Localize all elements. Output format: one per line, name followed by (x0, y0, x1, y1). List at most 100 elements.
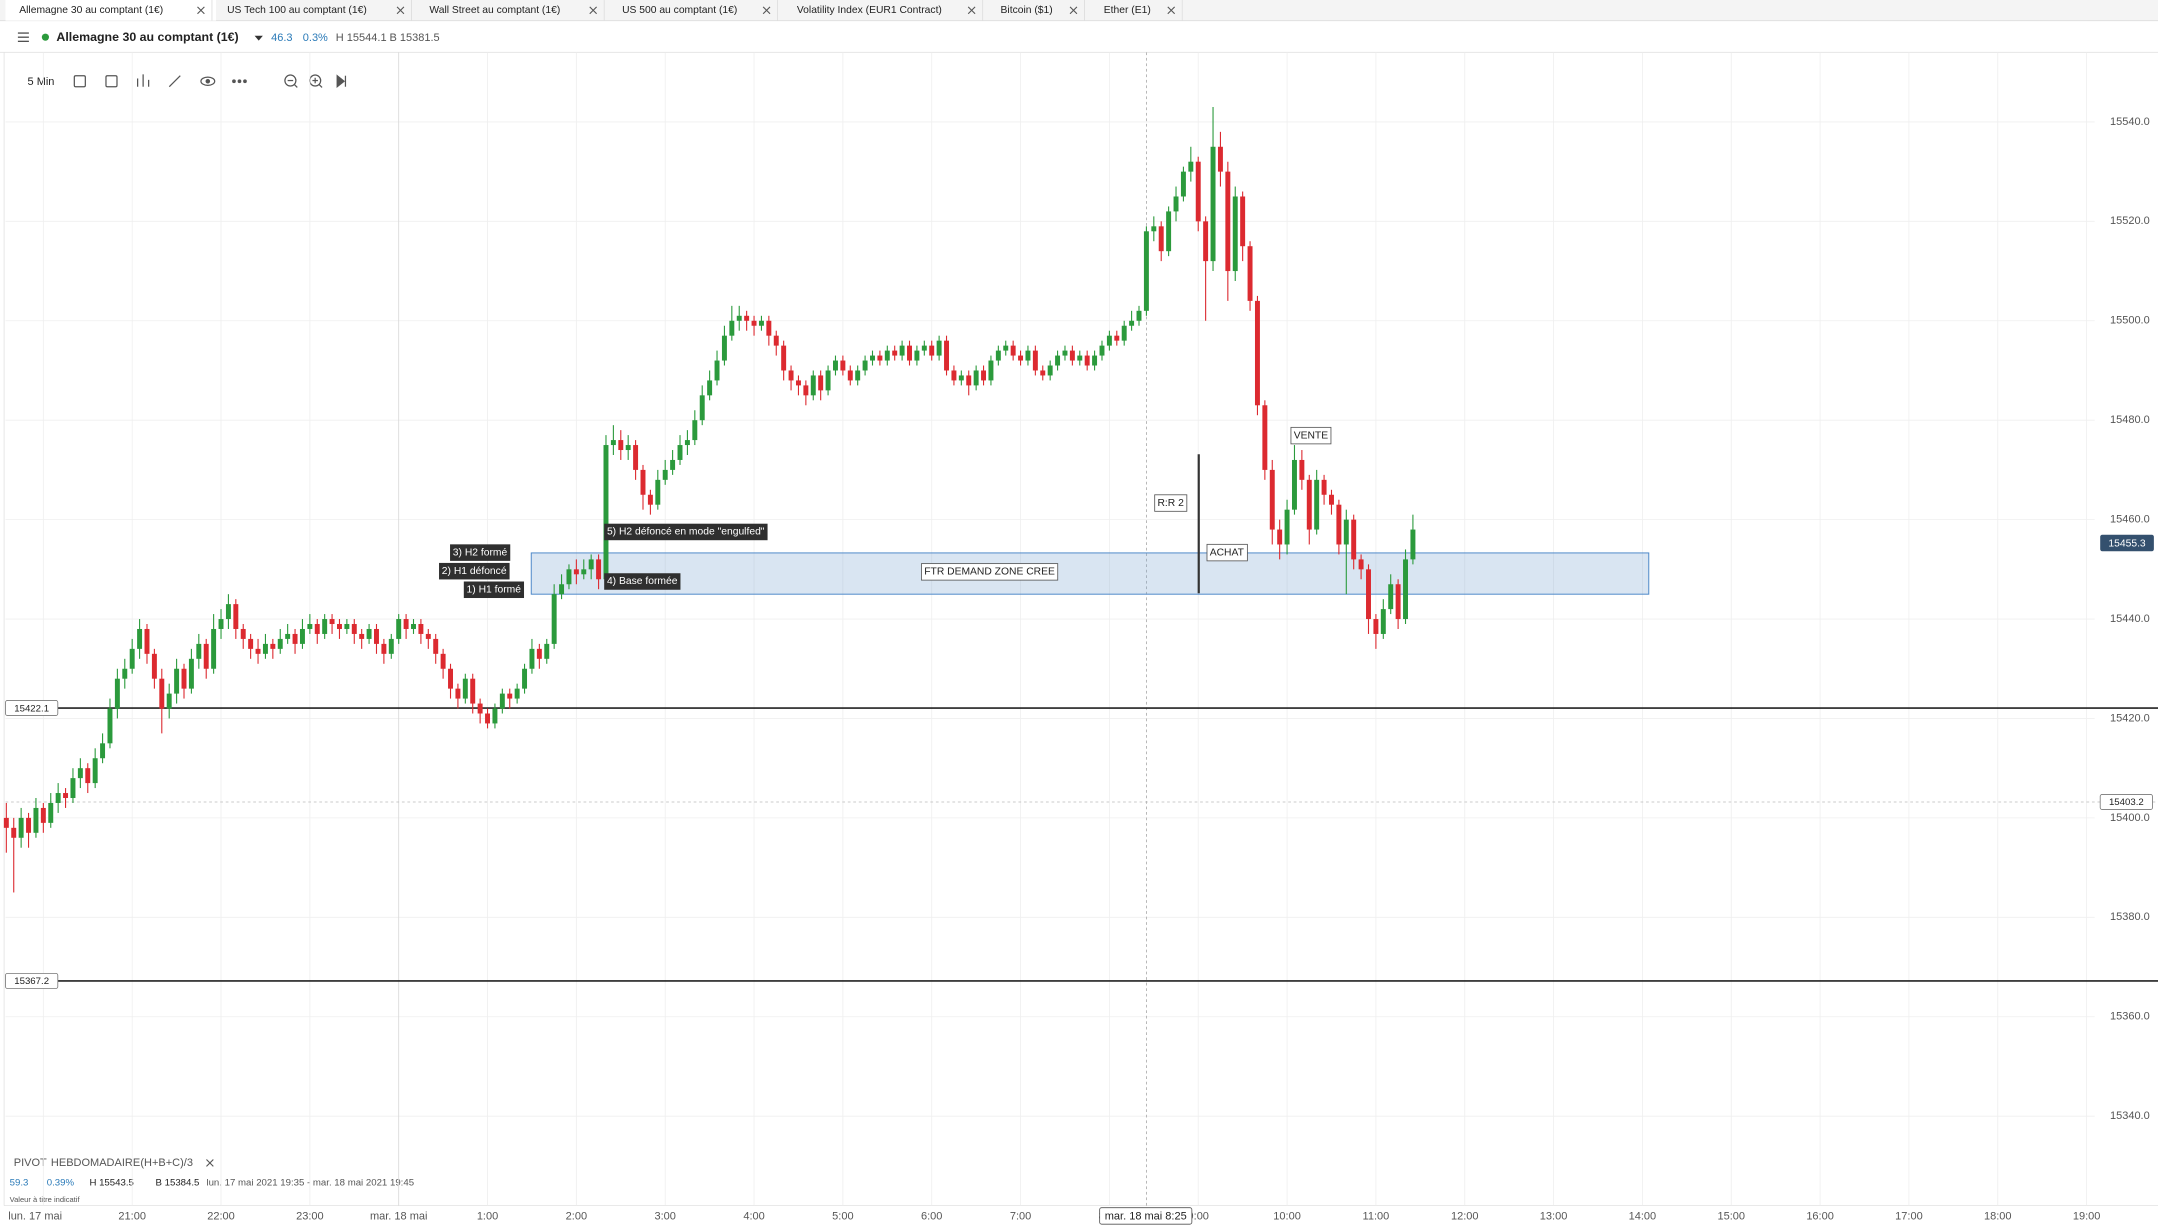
annotation-text: 4) Base formée (607, 576, 678, 587)
tab[interactable]: Bitcoin ($1) (1001, 5, 1053, 16)
x-tick-label: 10:00 (1273, 1211, 1301, 1223)
candle-body (1329, 494, 1334, 505)
candle-body (485, 713, 491, 724)
candle-body (870, 355, 875, 361)
tab-bar (0, 0, 2158, 21)
tab-close[interactable] (1167, 6, 1176, 15)
candle-body (1151, 226, 1157, 232)
x-tick-label: 12:00 (1451, 1211, 1479, 1223)
tab[interactable]: Allemagne 30 au comptant (1€) (19, 5, 163, 16)
x-tick-label: mar. 18 mai (370, 1211, 427, 1223)
candle-body (366, 628, 372, 639)
toolbar-icons[interactable] (73, 74, 347, 89)
candle-body (1173, 196, 1179, 212)
candle-body (862, 360, 868, 371)
candle-body (729, 320, 735, 336)
candle-body (951, 370, 957, 381)
candle-body (1403, 559, 1408, 620)
candle-body (292, 633, 298, 644)
annotation-box (1206, 543, 1248, 562)
candle-body (196, 643, 202, 659)
candle-body (544, 643, 550, 659)
y-tick-label: 15520.0 (2110, 215, 2150, 227)
candle-body (721, 335, 727, 361)
price-level-tag (5, 972, 59, 989)
indicator-name: PIVOT (14, 1157, 47, 1169)
x-tick-label: 7:00 (1010, 1211, 1031, 1223)
candle-body (144, 628, 150, 654)
tab[interactable]: Wall Street au comptant (1€) (429, 5, 560, 16)
candle-body (3, 817, 9, 828)
candle-body (795, 380, 801, 386)
candle-body (1158, 226, 1164, 252)
tab-close[interactable] (762, 6, 771, 15)
zone-label-box (921, 563, 1059, 581)
indicator-high: H 15543.5 (89, 1177, 133, 1188)
annotation-box (439, 562, 510, 580)
tab[interactable]: US Tech 100 au comptant (1€) (227, 5, 367, 16)
candle-body (588, 559, 594, 570)
tab-close[interactable] (197, 6, 205, 15)
instrument-name[interactable]: Allemagne 30 au comptant (1€) (56, 30, 238, 44)
candle-body (1099, 345, 1105, 356)
candle-body (855, 370, 861, 381)
candle-body (255, 648, 261, 654)
candle-body (647, 494, 653, 505)
tab-close[interactable] (589, 6, 598, 15)
candle-body (1180, 171, 1186, 197)
candle-body (240, 628, 246, 639)
candle-body (1336, 504, 1342, 545)
x-tick-label: 9:00 (1188, 1211, 1209, 1223)
price-level-label: 15367.2 (14, 976, 49, 987)
candle-body (1195, 161, 1201, 222)
candle-body (1358, 559, 1364, 570)
x-tick-label: 17:00 (1895, 1211, 1923, 1223)
x-tick-label: lun. 17 mai (8, 1211, 62, 1223)
tab[interactable]: Volatility Index (EUR1 Contract) (797, 5, 942, 16)
candle-body (492, 708, 498, 724)
candle-body (174, 668, 180, 694)
candle-body (914, 350, 920, 361)
tab-close[interactable] (967, 6, 976, 15)
x-tick-label: 3:00 (654, 1211, 675, 1223)
candle-body (929, 345, 935, 356)
candle-body (455, 688, 461, 699)
candle-body (1032, 350, 1038, 371)
y-tick-label: 15460.0 (2110, 514, 2150, 526)
candle-body (633, 445, 639, 470)
annotation-text: 2) H1 défoncé (442, 566, 507, 577)
indicator-close[interactable] (206, 1159, 214, 1167)
candle-body (596, 559, 602, 580)
candle-body (1232, 196, 1238, 272)
candle-body (573, 569, 579, 575)
candle-body (462, 678, 468, 699)
tab-close[interactable] (1069, 6, 1078, 15)
tab-close[interactable] (396, 6, 405, 15)
tab[interactable]: US 500 au comptant (1€) (622, 5, 737, 16)
candle-body (1129, 320, 1135, 326)
candle-body (359, 633, 365, 639)
candle-body (70, 778, 76, 799)
last-price-label: 15455.3 (2108, 538, 2146, 549)
x-tick-label: 18:00 (1984, 1211, 2012, 1223)
annotation: 1) H1 formé (463, 581, 525, 599)
x-tick-label: 13:00 (1540, 1211, 1568, 1223)
candle-body (1166, 211, 1172, 252)
dropdown-caret[interactable] (254, 35, 263, 41)
change-pct: 0.3% (303, 32, 328, 44)
menu-icon[interactable] (17, 32, 29, 42)
candle-body (137, 628, 143, 649)
x-tick-label: 22:00 (207, 1211, 235, 1223)
candle-body (1410, 529, 1416, 560)
candle-body (507, 693, 513, 699)
candle-body (1084, 355, 1090, 366)
tab[interactable]: Ether (E1) (1104, 5, 1151, 16)
candle-body (107, 708, 113, 744)
candle-body (299, 628, 305, 644)
annotation-box (1154, 494, 1188, 512)
interval-button[interactable]: 5 Min (28, 76, 55, 88)
annotation: 3) H2 formé (450, 544, 511, 561)
candle-body (1351, 519, 1357, 560)
tab-close-stroke (396, 6, 405, 15)
